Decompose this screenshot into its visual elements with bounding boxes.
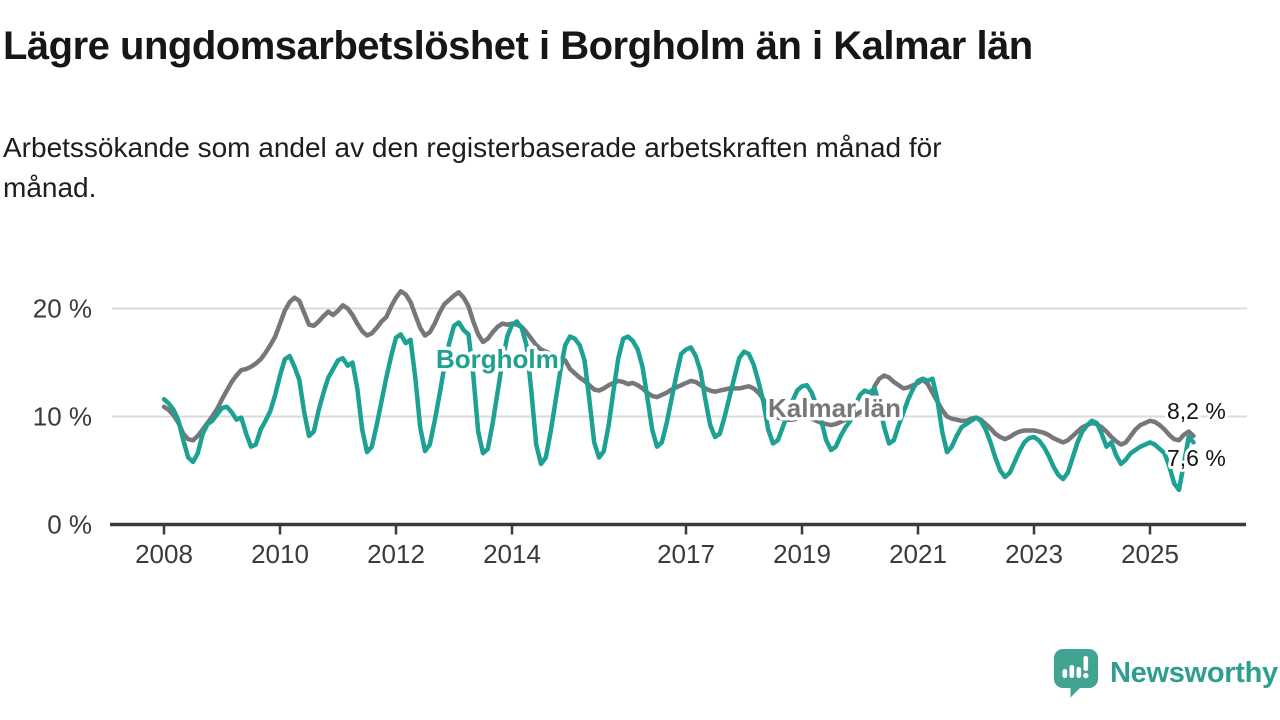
logo-bar-3 (1076, 667, 1082, 678)
x-axis-label-2010: 2010 (251, 539, 309, 569)
x-axis-label-2021: 2021 (889, 539, 947, 569)
page-subtitle: Arbetssökande som andel av den registerb… (3, 128, 942, 208)
page-subtitle-line-1: Arbetssökande som andel av den registerb… (3, 132, 942, 163)
speech-bubble-shape (1054, 649, 1098, 698)
newsworthy-logo: Newsworthy (1053, 648, 1278, 698)
x-axis-label-2019: 2019 (773, 539, 831, 569)
borgholm-line (161, 319, 1196, 493)
page-title: Lägre ungdomsarbetslöshet i Borgholm än … (3, 24, 1033, 68)
x-axis-label-2008: 2008 (135, 539, 193, 569)
x-axis-label-2017: 2017 (657, 539, 715, 569)
x-axis-label-2012: 2012 (367, 539, 425, 569)
y-axis-label-0: 0 % (47, 510, 92, 540)
logo-bar-1 (1062, 669, 1068, 678)
brand-name: Newsworthy (1110, 656, 1278, 689)
page-subtitle-line-2: månad. (3, 172, 97, 203)
borgholm-series-label: Borgholm (436, 344, 559, 374)
y-axis-label-10: 10 % (33, 402, 92, 432)
kalmar-line (161, 288, 1196, 447)
x-axis-label-2023: 2023 (1005, 539, 1063, 569)
x-axis-label-2014: 2014 (483, 539, 541, 569)
y-axis-label-20: 20 % (33, 294, 92, 324)
kalmar-end-value-label: 8,2 % (1167, 398, 1226, 424)
borgholm-end-value-label: 7,6 % (1167, 445, 1226, 471)
logo-bar-2 (1069, 665, 1075, 678)
logo-exclamation-dot (1083, 672, 1089, 679)
kalmar-series-label: Kalmar län (768, 393, 901, 423)
newsworthy-logo-icon (1054, 649, 1098, 698)
x-axis-label-2025: 2025 (1121, 539, 1179, 569)
logo-exclamation-bar (1083, 656, 1089, 671)
